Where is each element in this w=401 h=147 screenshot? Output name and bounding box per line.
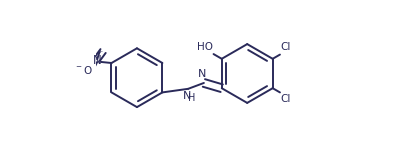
Text: HO: HO [196, 42, 212, 52]
Text: $^-$O: $^-$O [73, 64, 92, 76]
Text: Cl: Cl [280, 42, 290, 52]
Text: N: N [182, 91, 191, 101]
Text: N: N [93, 54, 101, 67]
Text: $^+$: $^+$ [96, 48, 103, 57]
Text: H: H [188, 93, 195, 103]
Text: N: N [198, 69, 206, 79]
Text: Cl: Cl [280, 94, 290, 104]
